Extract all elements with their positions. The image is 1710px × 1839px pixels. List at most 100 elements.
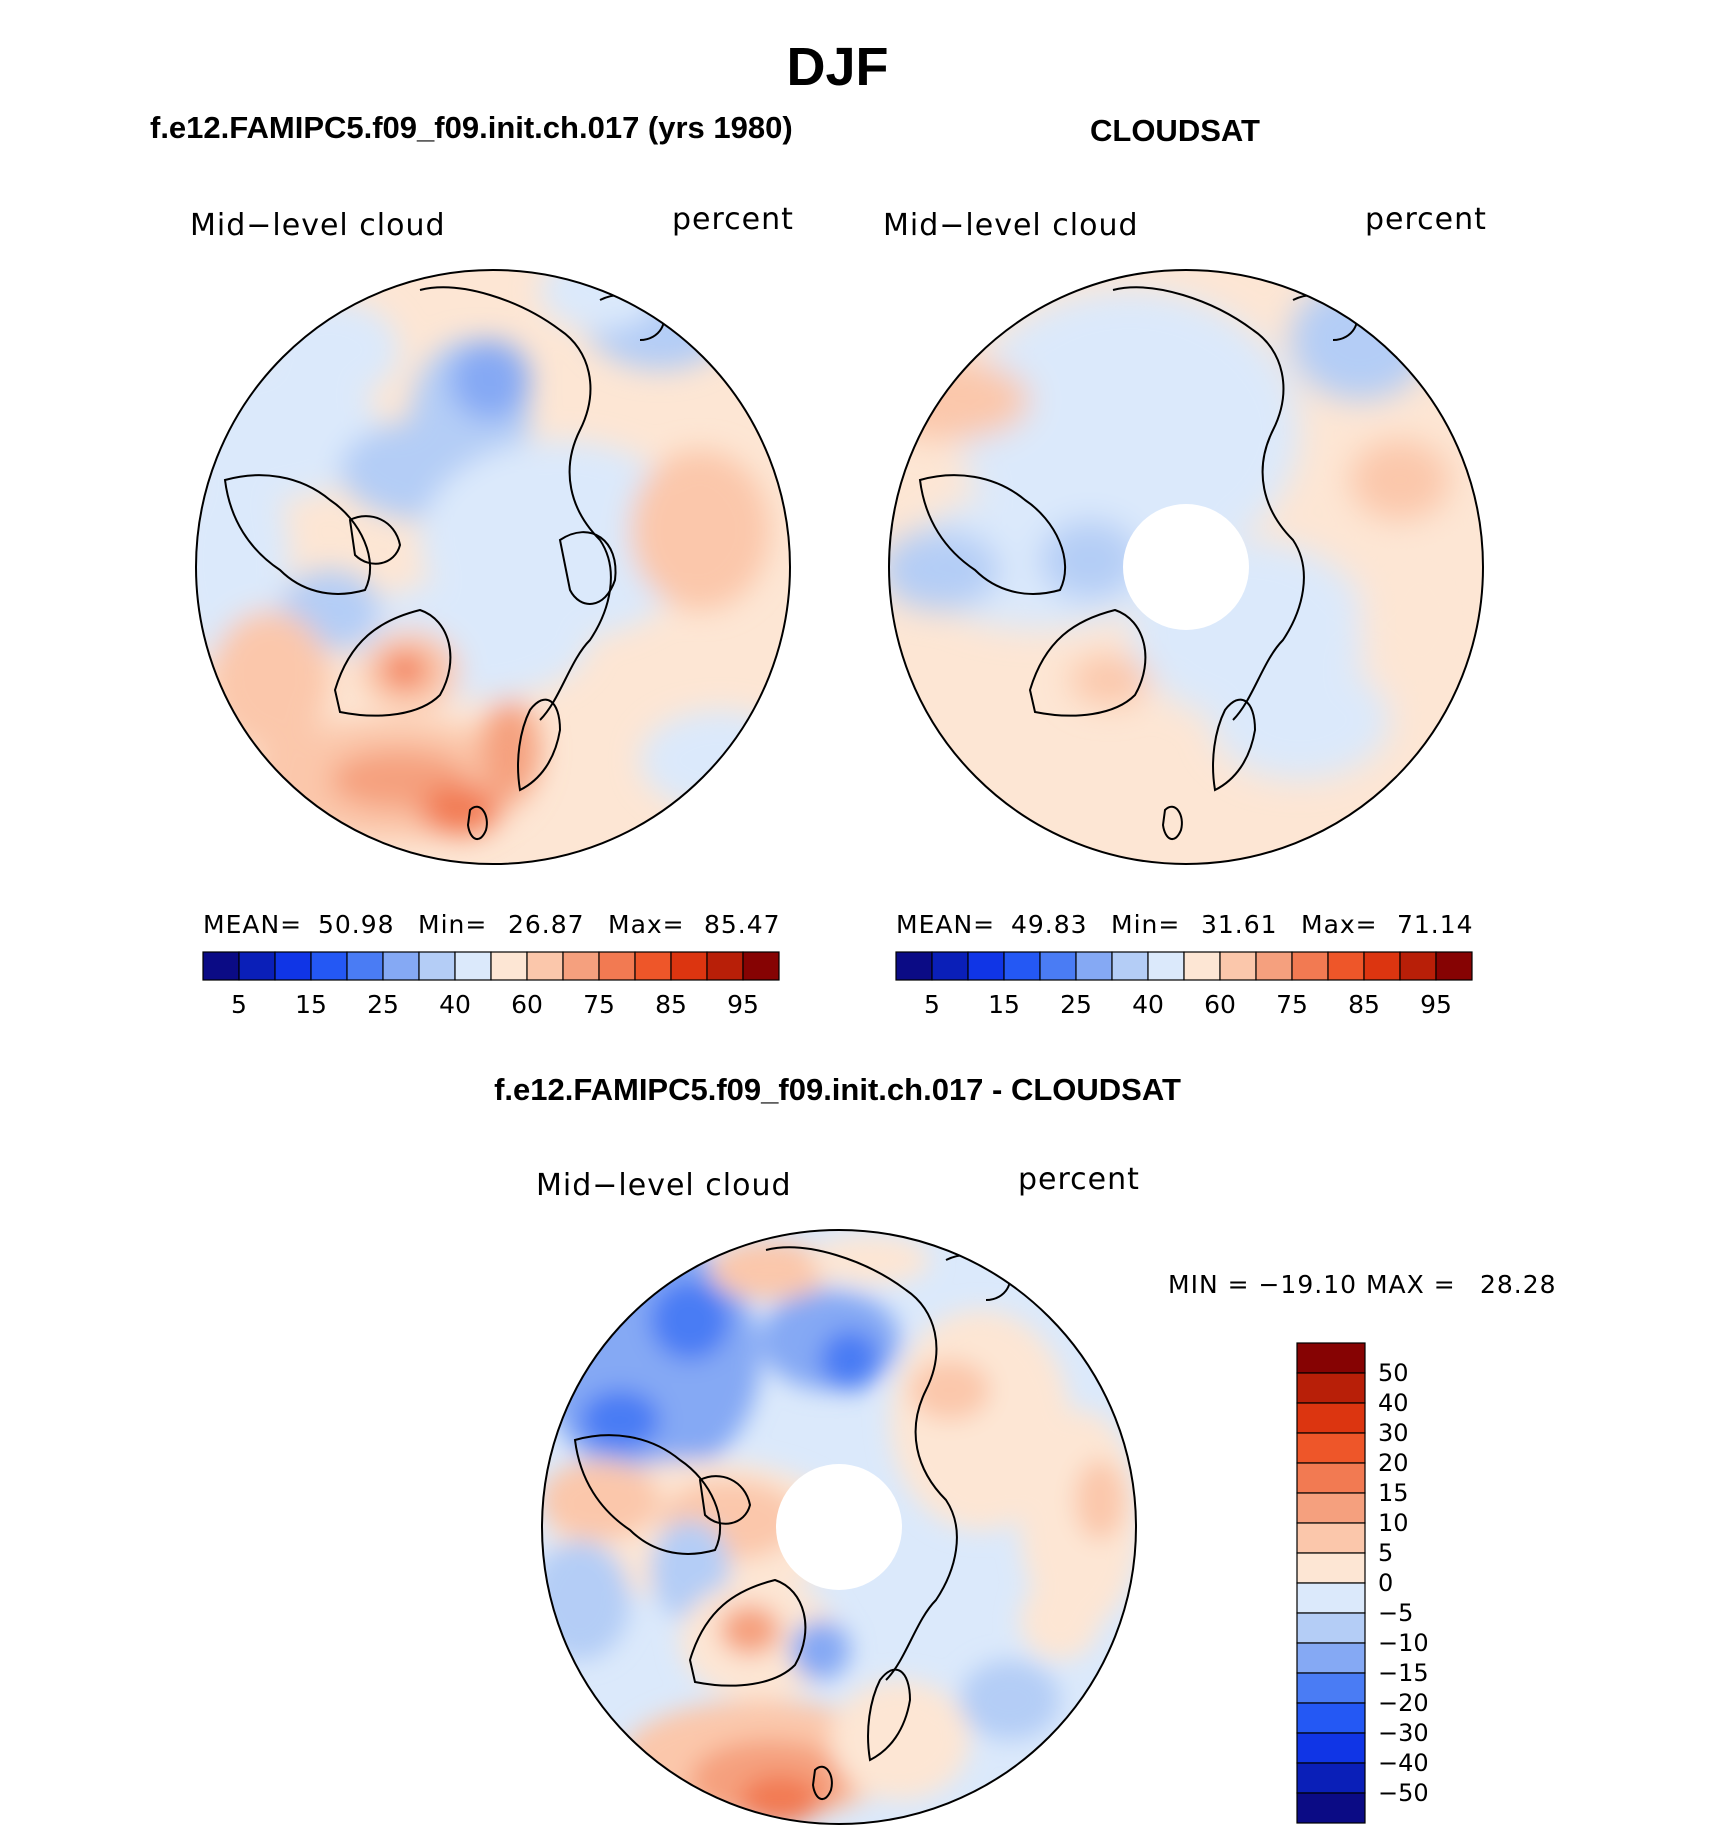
model-panel-title: f.e12.FAMIPC5.f09_f09.init.ch.017 (yrs 1… — [150, 110, 793, 145]
colorbar-tick-label: −5 — [1378, 1599, 1414, 1627]
colorbar-swatch — [1296, 1672, 1366, 1704]
colorbar-tick-label: 95 — [727, 990, 759, 1019]
colorbar-swatch — [1296, 1552, 1366, 1584]
colorbar-tick-label: −30 — [1378, 1719, 1429, 1747]
colorbar-swatch — [1039, 951, 1077, 981]
colorbar-swatch — [706, 951, 744, 981]
colorbar-swatch — [1296, 1582, 1366, 1614]
colorbar-swatch — [1003, 951, 1041, 981]
colorbar-swatch — [1363, 951, 1401, 981]
model-variable-label: Mid−level cloud — [190, 208, 446, 243]
obs-variable-label: Mid−level cloud — [883, 208, 1139, 243]
colorbar-swatch — [1147, 951, 1185, 981]
colorbar-swatch — [1183, 951, 1221, 981]
colorbar-tick-label: 5 — [231, 990, 247, 1019]
colorbar-tick-label: 40 — [1378, 1389, 1409, 1417]
obs-units-label: percent — [1365, 202, 1487, 237]
colorbar-tick-label: 5 — [924, 990, 940, 1019]
colorbar-swatch — [634, 951, 672, 981]
colorbar-tick-label: 85 — [1348, 990, 1380, 1019]
colorbar-swatch — [1296, 1522, 1366, 1554]
obs-min-value: 31.61 — [1201, 910, 1278, 939]
colorbar-swatch — [202, 951, 240, 981]
colorbar-tick-label: 15 — [988, 990, 1020, 1019]
colorbar-swatch — [1219, 951, 1257, 981]
obs-max-label: Max= — [1301, 910, 1378, 939]
colorbar-swatch — [1296, 1642, 1366, 1674]
colorbar-tick-label: 95 — [1420, 990, 1452, 1019]
colorbar-tick-label: 60 — [1204, 990, 1236, 1019]
colorbar-swatch — [1327, 951, 1365, 981]
colorbar-swatch — [1296, 1432, 1366, 1464]
colorbar-tick-label: 50 — [1378, 1359, 1409, 1387]
colorbar-swatch — [895, 951, 933, 981]
colorbar-swatch — [310, 951, 348, 981]
colorbar-swatch — [562, 951, 600, 981]
colorbar-swatch — [598, 951, 636, 981]
colorbar-tick-label: 15 — [295, 990, 327, 1019]
colorbar-tick-label: 5 — [1378, 1539, 1394, 1567]
colorbar-swatch — [1255, 951, 1293, 981]
colorbar-swatch — [1296, 1762, 1366, 1794]
colorbar-swatch — [490, 951, 528, 981]
colorbar-tick-label: 0 — [1378, 1569, 1394, 1597]
colorbar-swatch — [1296, 1792, 1366, 1824]
diff-panel-title: f.e12.FAMIPC5.f09_f09.init.ch.017 - CLOU… — [494, 1072, 1181, 1107]
colorbar-swatch — [346, 951, 384, 981]
obs-panel-title: CLOUDSAT — [1090, 113, 1260, 148]
colorbar-swatch — [1296, 1492, 1366, 1524]
obs-colorbar — [895, 951, 1473, 981]
colorbar-tick-label: 75 — [1276, 990, 1308, 1019]
diff-max-value: 28.28 — [1480, 1270, 1557, 1299]
colorbar-swatch — [967, 951, 1005, 981]
model-mean-label: MEAN= — [203, 910, 303, 939]
colorbar-tick-label: 40 — [1132, 990, 1164, 1019]
colorbar-tick-label: 25 — [367, 990, 399, 1019]
colorbar-tick-label: −40 — [1378, 1749, 1429, 1777]
colorbar-tick-label: 30 — [1378, 1419, 1409, 1447]
colorbar-swatch — [1296, 1612, 1366, 1644]
colorbar-swatch — [418, 951, 456, 981]
colorbar-tick-label: −20 — [1378, 1689, 1429, 1717]
colorbar-swatch — [1296, 1462, 1366, 1494]
diff-cloud-field — [542, 1230, 1136, 1824]
colorbar-tick-label: 20 — [1378, 1449, 1409, 1477]
colorbar-swatch — [526, 951, 564, 981]
colorbar-tick-label: −50 — [1378, 1779, 1429, 1807]
colorbar-swatch — [1296, 1342, 1366, 1374]
colorbar-tick-label: 60 — [511, 990, 543, 1019]
model-max-label: Max= — [608, 910, 685, 939]
colorbar-swatch — [931, 951, 969, 981]
colorbar-tick-label: 40 — [439, 990, 471, 1019]
colorbar-swatch — [1399, 951, 1437, 981]
colorbar-swatch — [1435, 951, 1473, 981]
diff-units-label: percent — [1018, 1162, 1140, 1197]
figure-title: DJF — [786, 37, 889, 97]
model-units-label: percent — [672, 202, 794, 237]
obs-min-label: Min= — [1111, 910, 1181, 939]
colorbar-swatch — [1296, 1402, 1366, 1434]
model-min-value: 26.87 — [508, 910, 585, 939]
model-mean-value: 50.98 — [318, 910, 395, 939]
colorbar-tick-label: 15 — [1378, 1479, 1409, 1507]
colorbar-swatch — [1291, 951, 1329, 981]
model-min-label: Min= — [418, 910, 488, 939]
diff-minmax-label: MIN = −19.10 MAX = — [1168, 1270, 1456, 1299]
colorbar-swatch — [382, 951, 420, 981]
colorbar-tick-label: 85 — [655, 990, 687, 1019]
colorbar-tick-label: −15 — [1378, 1659, 1429, 1687]
diff-variable-label: Mid−level cloud — [536, 1168, 792, 1203]
obs-mean-label: MEAN= — [896, 910, 996, 939]
colorbar-swatch — [742, 951, 780, 981]
colorbar-swatch — [1111, 951, 1149, 981]
obs-mean-value: 49.83 — [1011, 910, 1088, 939]
colorbar-swatch — [1075, 951, 1113, 981]
colorbar-tick-label: 75 — [583, 990, 615, 1019]
colorbar-tick-label: −10 — [1378, 1629, 1429, 1657]
colorbar-swatch — [1296, 1702, 1366, 1734]
model-max-value: 85.47 — [704, 910, 781, 939]
colorbar-swatch — [274, 951, 312, 981]
colorbar-swatch — [1296, 1732, 1366, 1764]
